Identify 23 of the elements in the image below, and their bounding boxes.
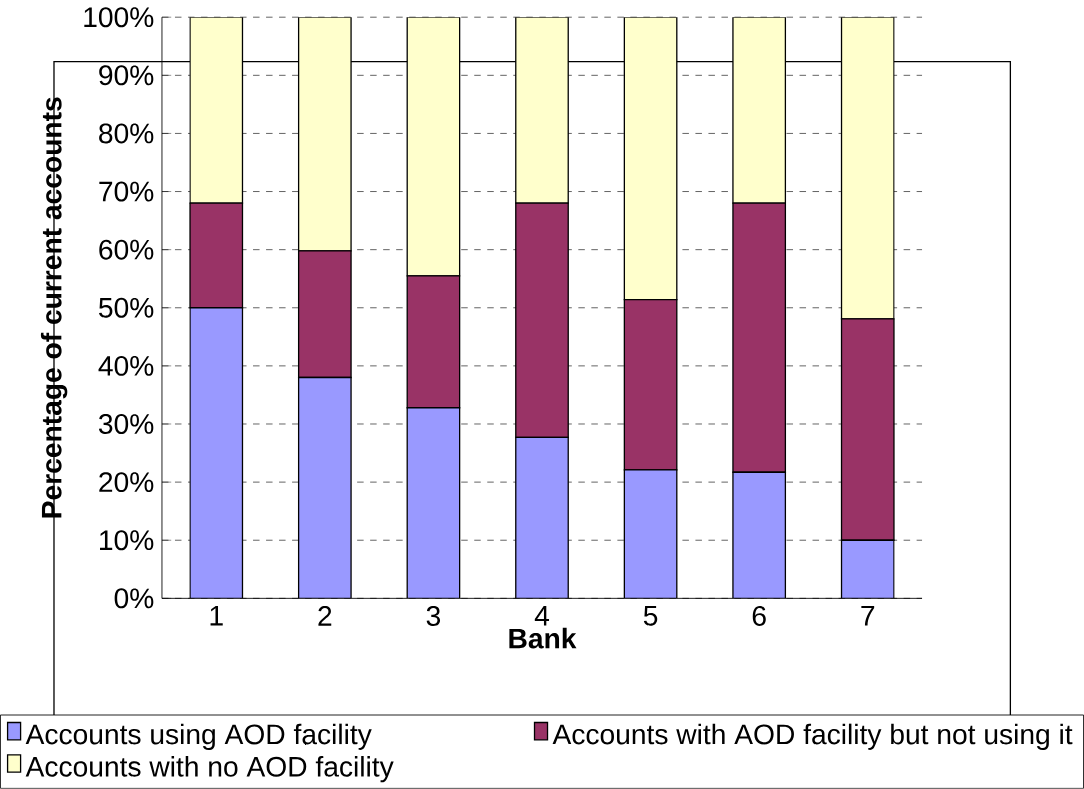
- y-axis-title: Percentage of current accounts: [40, 97, 68, 518]
- y-tick-label: 80%: [99, 123, 154, 144]
- y-tick-label: 40%: [98, 355, 154, 376]
- y-tick-label: 30%: [98, 414, 154, 435]
- legend-label: Accounts with AOD facility but not using it: [552, 723, 1073, 751]
- x-tick-label: 1: [210, 606, 223, 626]
- x-tick-label: 7: [861, 606, 875, 626]
- y-tick-label: 10%: [100, 530, 154, 551]
- x-tick-label: 6: [752, 606, 766, 627]
- legend-label: Accounts with no AOD facility: [25, 756, 394, 783]
- x-tick-label: 3: [426, 606, 441, 627]
- legend-label: Accounts using AOD facility: [25, 723, 372, 751]
- y-tick-label: 50%: [99, 297, 154, 318]
- y-tick-label: 20%: [99, 472, 154, 493]
- x-tick-label: 2: [318, 606, 332, 626]
- x-tick-label: 4: [534, 606, 550, 626]
- y-tick-label: 90%: [99, 65, 154, 86]
- x-tick-label: 5: [643, 606, 658, 626]
- x-axis-title: Bank: [509, 627, 577, 649]
- y-tick-label: 0%: [114, 588, 154, 609]
- y-tick-label: 70%: [99, 181, 154, 202]
- y-tick-label: 100%: [84, 7, 154, 28]
- y-tick-label: 60%: [99, 239, 154, 260]
